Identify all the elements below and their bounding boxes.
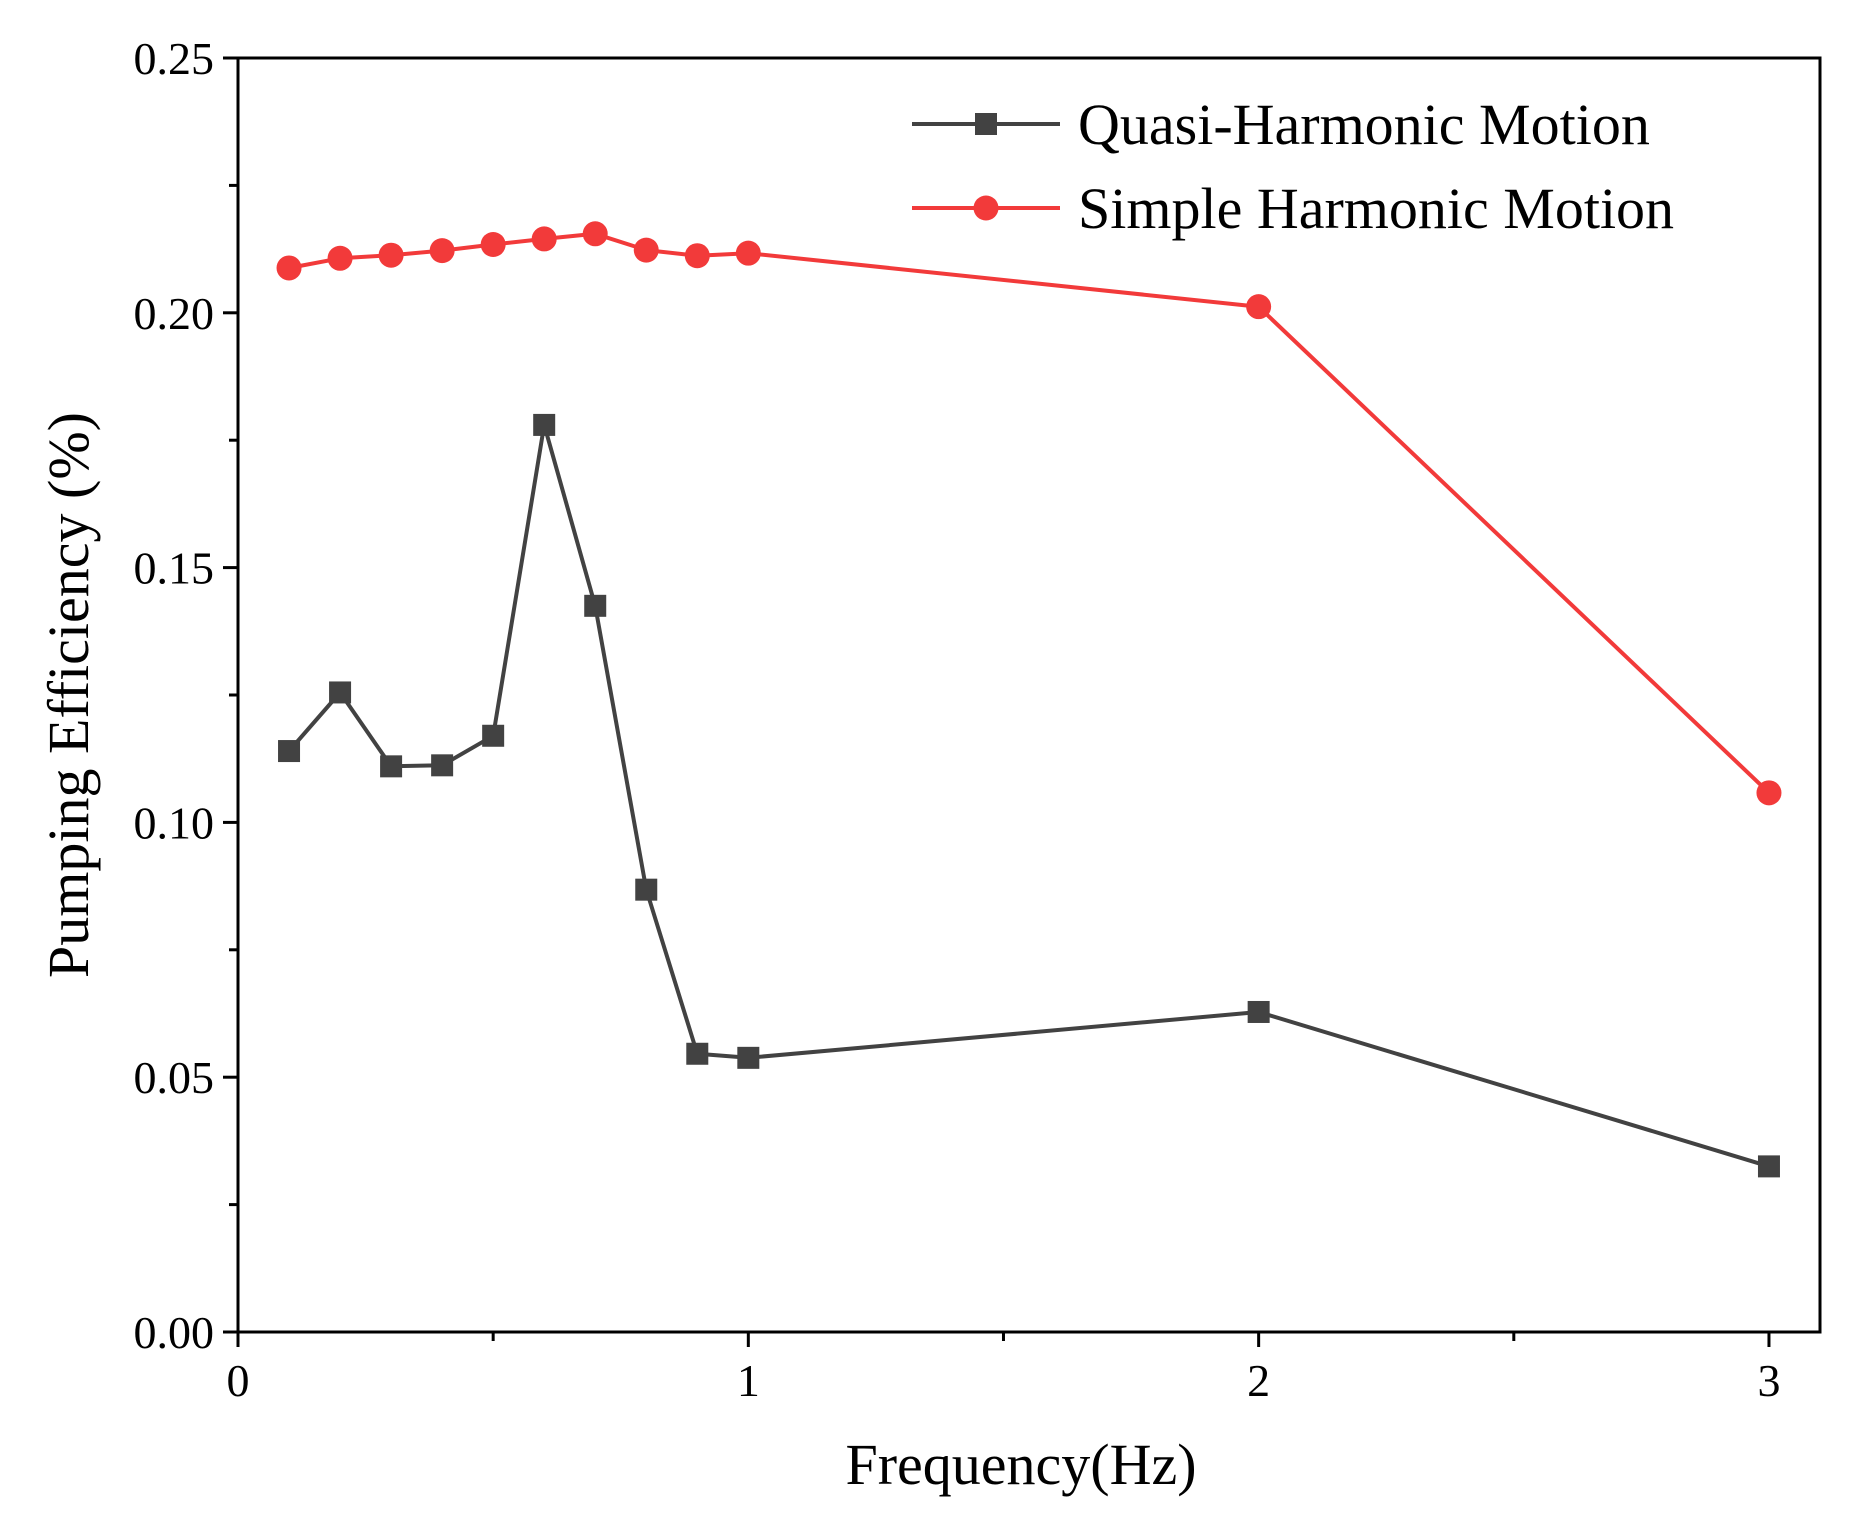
series-2 xyxy=(276,221,1782,806)
data-point-circle xyxy=(633,237,659,263)
data-point-circle xyxy=(378,242,404,268)
data-point-square xyxy=(482,724,505,747)
plot-frame xyxy=(236,56,1822,1334)
y-tick-label: 0.20 xyxy=(134,288,215,339)
x-tick-label: 3 xyxy=(1757,1355,1780,1406)
y-axis-label: Pumping Efficiency (%) xyxy=(36,412,101,978)
data-point-square xyxy=(584,594,607,617)
y-tick-label: 0.15 xyxy=(134,543,215,594)
y-tick-label: 0.00 xyxy=(134,1307,215,1358)
y-tick-label: 0.10 xyxy=(134,797,215,848)
x-tick-label: 0 xyxy=(227,1355,250,1406)
legend-item-1: Quasi-Harmonic Motion xyxy=(912,92,1650,157)
data-point-circle xyxy=(429,238,455,264)
x-tick-label: 1 xyxy=(737,1355,760,1406)
data-point-circle xyxy=(582,221,608,247)
data-point-square xyxy=(1247,1000,1270,1023)
data-point-square xyxy=(533,413,556,436)
data-point-circle xyxy=(480,232,506,258)
y-tick-label: 0.05 xyxy=(134,1052,215,1103)
data-point-circle xyxy=(1756,780,1782,806)
legend-label: Simple Harmonic Motion xyxy=(1078,176,1674,241)
series-line xyxy=(288,231,1771,795)
x-tick-label: 2 xyxy=(1247,1355,1270,1406)
series-1 xyxy=(278,413,1780,1178)
data-point-circle xyxy=(735,240,761,266)
legend-item-2: Simple Harmonic Motion xyxy=(912,176,1674,241)
data-point-square xyxy=(686,1042,709,1065)
data-point-circle xyxy=(684,243,710,269)
data-point-circle xyxy=(531,226,557,252)
series-line xyxy=(287,422,1770,1169)
data-point-circle xyxy=(276,255,302,281)
legend-marker xyxy=(973,195,999,221)
data-point-circle xyxy=(327,245,353,271)
data-point-square xyxy=(1757,1155,1780,1178)
data-point-square xyxy=(329,681,352,704)
legend: Quasi-Harmonic Motion Simple Harmonic Mot… xyxy=(912,92,1674,241)
data-point-square xyxy=(737,1046,760,1069)
data-point-square xyxy=(635,878,658,901)
data-point-square xyxy=(380,755,403,778)
data-point-circle xyxy=(1246,294,1272,320)
y-tick-label: 0.25 xyxy=(134,33,215,84)
data-point-square xyxy=(278,740,301,763)
x-axis-label: Frequency(Hz) xyxy=(845,1432,1196,1497)
legend-marker xyxy=(975,113,997,135)
data-point-square xyxy=(431,754,454,777)
series-layer xyxy=(276,221,1782,1178)
axes: 0 1 2 3 0.00 0.05 0.10 0.15 0.20 0.25 xyxy=(134,33,1822,1406)
legend-label: Quasi-Harmonic Motion xyxy=(1078,92,1650,157)
